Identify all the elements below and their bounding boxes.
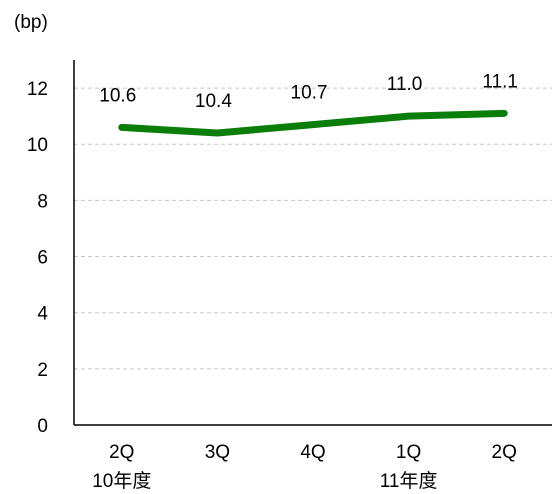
x-group-label: 11年度 [380, 470, 438, 492]
y-tick-label: 8 [37, 191, 48, 212]
y-tick-labels: 0 2 4 6 8 10 12 [27, 79, 49, 437]
y-tick-label: 12 [27, 79, 48, 100]
y-tick-label: 10 [27, 135, 48, 156]
y-unit-label: (bp) [14, 12, 48, 33]
data-label: 10.6 [99, 85, 136, 106]
data-label: 11.1 [482, 71, 518, 92]
data-label: 11.0 [387, 74, 423, 95]
x-tick-label: 1Q [396, 442, 421, 463]
data-labels: 10.6 10.4 10.7 11.0 11.1 [99, 71, 518, 112]
x-tick-label: 2Q [109, 442, 134, 463]
y-tick-label: 6 [37, 248, 48, 269]
data-label: 10.7 [291, 83, 328, 104]
series-layer [118, 109, 508, 137]
data-point [121, 126, 123, 128]
x-group-labels: 10年度 11年度 [92, 470, 437, 492]
x-tick-label: 4Q [300, 442, 325, 463]
x-tick-label: 3Q [205, 442, 230, 463]
y-tick-label: 4 [37, 304, 48, 325]
data-label: 10.4 [195, 91, 232, 112]
axes [73, 60, 552, 426]
y-tick-label: 2 [37, 360, 48, 381]
gridlines [74, 87, 552, 370]
series-line [118, 109, 508, 137]
data-point [408, 115, 410, 117]
data-point [312, 124, 314, 126]
data-point [216, 132, 218, 134]
data-point [503, 112, 505, 114]
y-tick-label: 0 [37, 416, 48, 437]
x-group-label: 10年度 [92, 470, 151, 492]
x-tick-labels: 2Q 3Q 4Q 1Q 2Q [109, 442, 517, 463]
x-tick-label: 2Q [492, 442, 517, 463]
